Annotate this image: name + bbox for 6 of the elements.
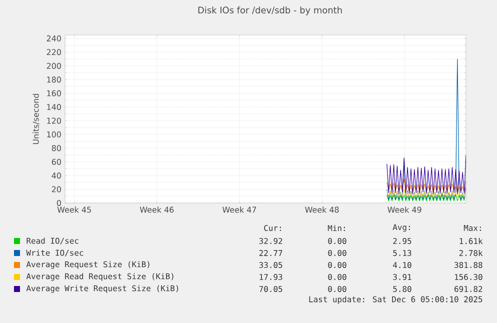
chart-title: Disk IOs for /dev/sdb - by month (198, 6, 342, 16)
line-series (386, 154, 466, 194)
line-series (386, 58, 466, 200)
line-series (386, 178, 466, 194)
line-series (386, 194, 465, 202)
line-series (386, 188, 466, 198)
